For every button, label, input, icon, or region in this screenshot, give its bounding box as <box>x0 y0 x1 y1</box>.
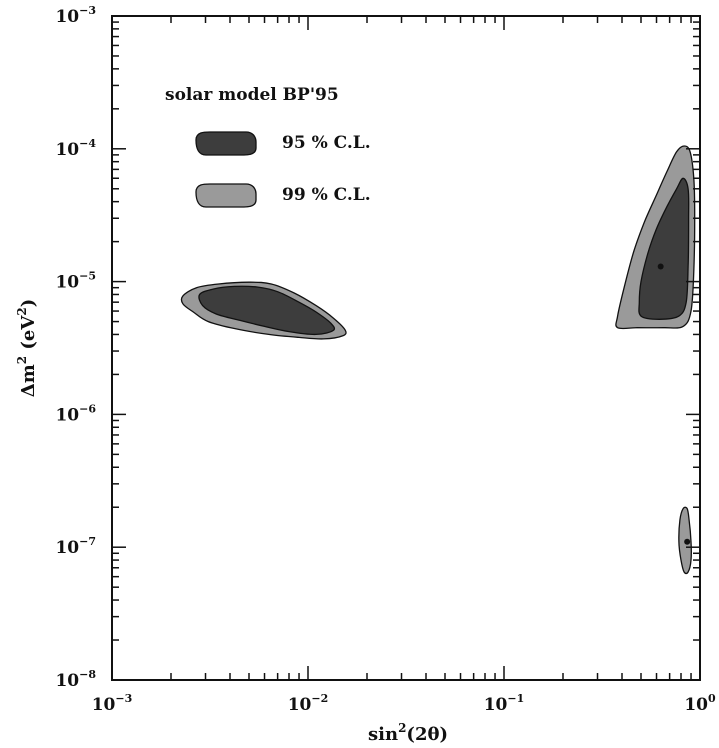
x-tick-label-3: 10−1 <box>484 692 525 715</box>
confidence-regions <box>180 145 696 575</box>
y-tick-label-1: 10−8 <box>55 668 96 691</box>
y-tick-label-5: 10−4 <box>55 137 96 160</box>
y-tick-label-2: 10−7 <box>55 535 96 558</box>
legend-swatch-2 <box>195 183 257 208</box>
legend-label-1: 95 % C.L. <box>282 133 371 153</box>
legend-label-2: 99 % C.L. <box>282 185 371 205</box>
best-fit-point-1 <box>657 263 664 270</box>
plot-frame <box>111 15 701 681</box>
x-tick-label-4: 100 <box>684 692 716 715</box>
region-95-cl-2 <box>638 177 690 320</box>
x-axis-title: sin2(2θ) <box>368 721 448 745</box>
legend: solar model BP'95 95 % C.L. 99 % C.L. <box>165 85 371 208</box>
x-tick-label-2: 10−2 <box>288 692 329 715</box>
y-tick-label-3: 10−6 <box>55 402 96 425</box>
best-fit-markers <box>657 263 691 545</box>
y-tick-label-6: 10−3 <box>55 4 96 27</box>
axis-ticks <box>111 15 701 681</box>
y-axis-title: Δm2 (eV2) <box>15 299 39 397</box>
x-tick-label-1: 10−3 <box>92 692 133 715</box>
legend-swatch-1 <box>195 131 257 156</box>
y-tick-label-4: 10−5 <box>55 270 96 293</box>
tick-labels: 10−3 10−2 10−1 100 10−8 10−7 10−6 10−5 10−4 10−3 <box>55 4 716 715</box>
best-fit-point-2 <box>684 538 691 545</box>
legend-title: solar model BP'95 <box>165 85 339 105</box>
region-95-cl-1 <box>198 285 336 336</box>
